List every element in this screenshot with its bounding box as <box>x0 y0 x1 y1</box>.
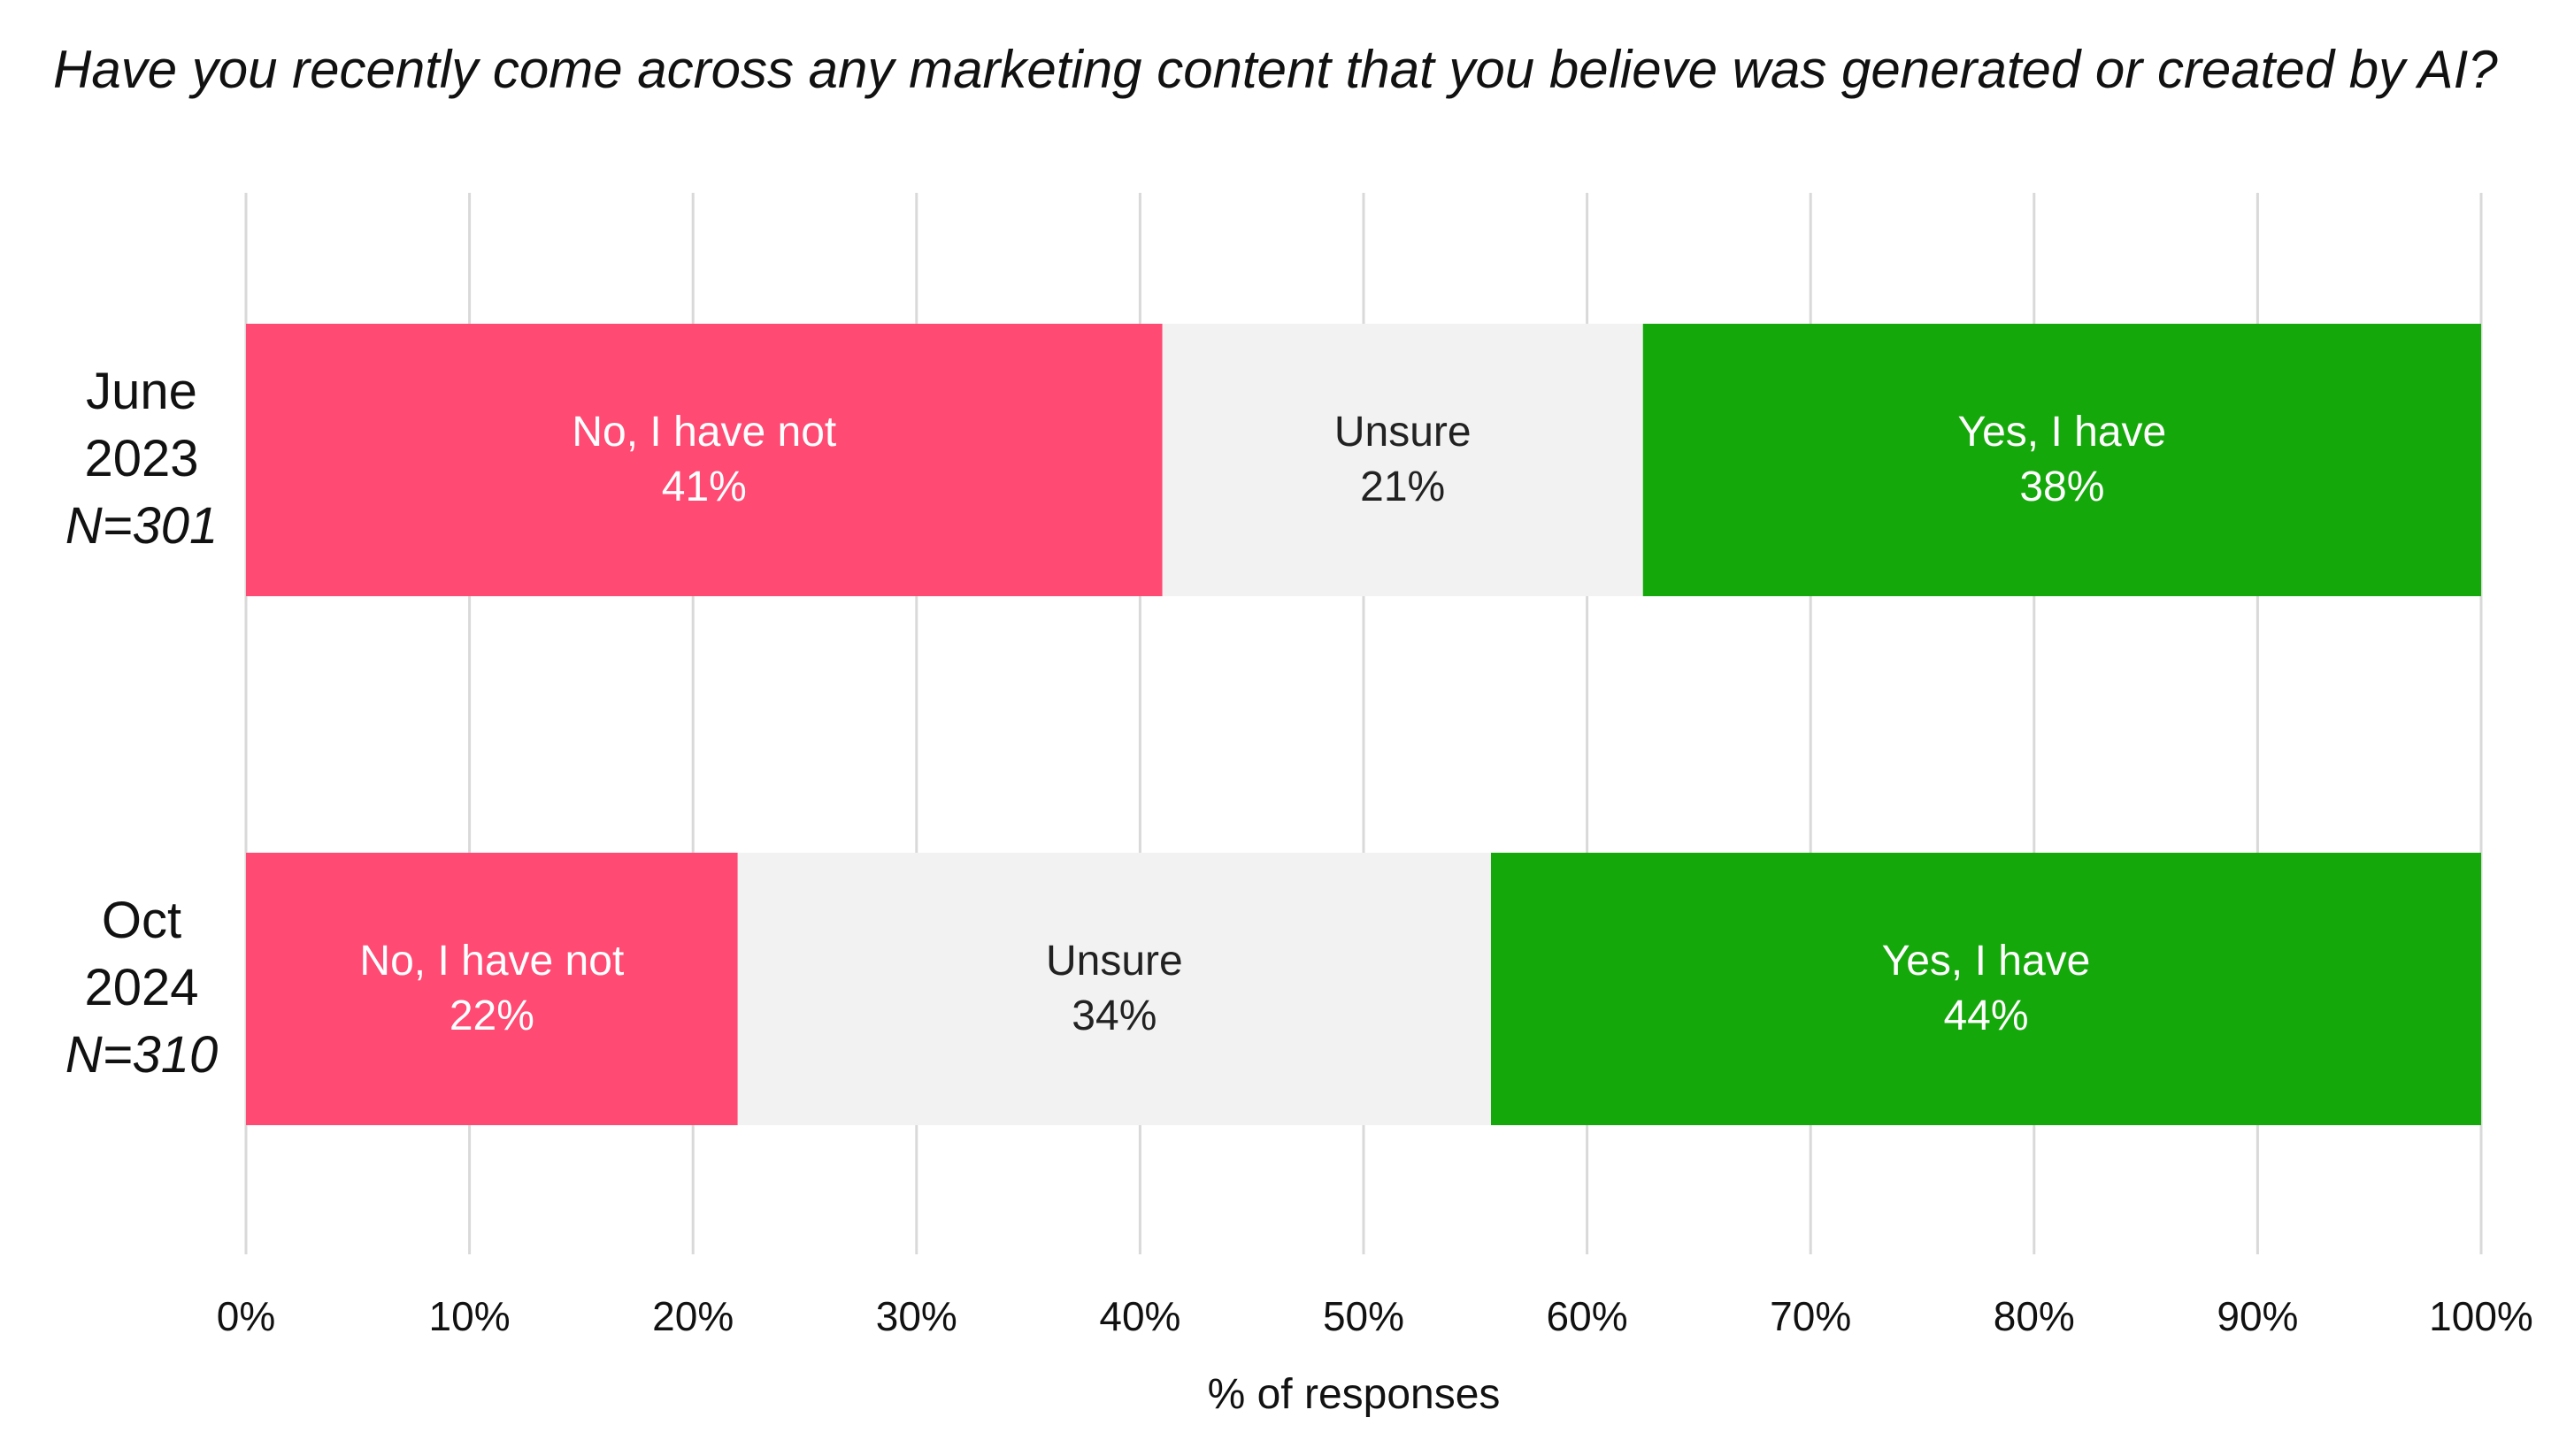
bar-series-label: Yes, I have <box>1958 409 2167 456</box>
category-label: Oct <box>102 892 181 949</box>
x-tick-label: 90% <box>2217 1293 2298 1339</box>
bar-segment <box>1162 324 1643 596</box>
bar-segment <box>1490 853 2481 1125</box>
x-tick-label: 50% <box>1323 1293 1404 1339</box>
bar-series-label: No, I have not <box>359 938 624 985</box>
bar-value-label: 44% <box>1943 992 2028 1039</box>
bar-segment <box>1642 324 2481 596</box>
x-tick-label: 20% <box>652 1293 734 1339</box>
bars <box>246 324 2481 1125</box>
x-axis-ticks: 0% 10% 20% 30% 40% 50% 60% 70% 80% 90% 100% <box>217 1293 2533 1339</box>
bar-segment <box>246 853 738 1125</box>
bar-value-label: 38% <box>2019 464 2104 510</box>
bar-series-label: Yes, I have <box>1882 938 2091 985</box>
category-label: 2024 <box>84 959 198 1016</box>
y-axis-categories: June 2023 N=301 Oct 2024 N=310 <box>65 363 219 1084</box>
x-tick-label: 100% <box>2429 1293 2533 1339</box>
x-tick-label: 70% <box>1770 1293 1851 1339</box>
category-sample-size: N=301 <box>65 497 219 555</box>
x-tick-label: 10% <box>429 1293 511 1339</box>
x-tick-label: 40% <box>1099 1293 1180 1339</box>
bar-value-label: 34% <box>1072 992 1157 1039</box>
category-label: June <box>86 363 197 420</box>
x-tick-label: 80% <box>1994 1293 2075 1339</box>
bar-value-label: 22% <box>450 992 534 1039</box>
x-axis-title: % of responses <box>1208 1371 1501 1418</box>
bar-series-label: Unsure <box>1334 409 1472 456</box>
bar-segment <box>737 853 1491 1125</box>
x-tick-label: 0% <box>217 1293 275 1339</box>
bar-series-label: Unsure <box>1046 938 1183 985</box>
x-tick-label: 60% <box>1547 1293 1628 1339</box>
x-tick-label: 30% <box>876 1293 957 1339</box>
category-label: 2023 <box>84 430 198 487</box>
category-sample-size: N=310 <box>65 1026 219 1084</box>
bar-value-label: 41% <box>662 464 747 510</box>
bar-value-label: 21% <box>1360 464 1445 510</box>
bar-segment <box>246 324 1163 596</box>
chart-title: Have you recently come across any market… <box>53 40 2498 99</box>
bar-series-label: No, I have not <box>572 409 836 456</box>
bar-labels: No, I have not 41% Unsure 21% Yes, I have 38%… <box>359 409 2166 1039</box>
